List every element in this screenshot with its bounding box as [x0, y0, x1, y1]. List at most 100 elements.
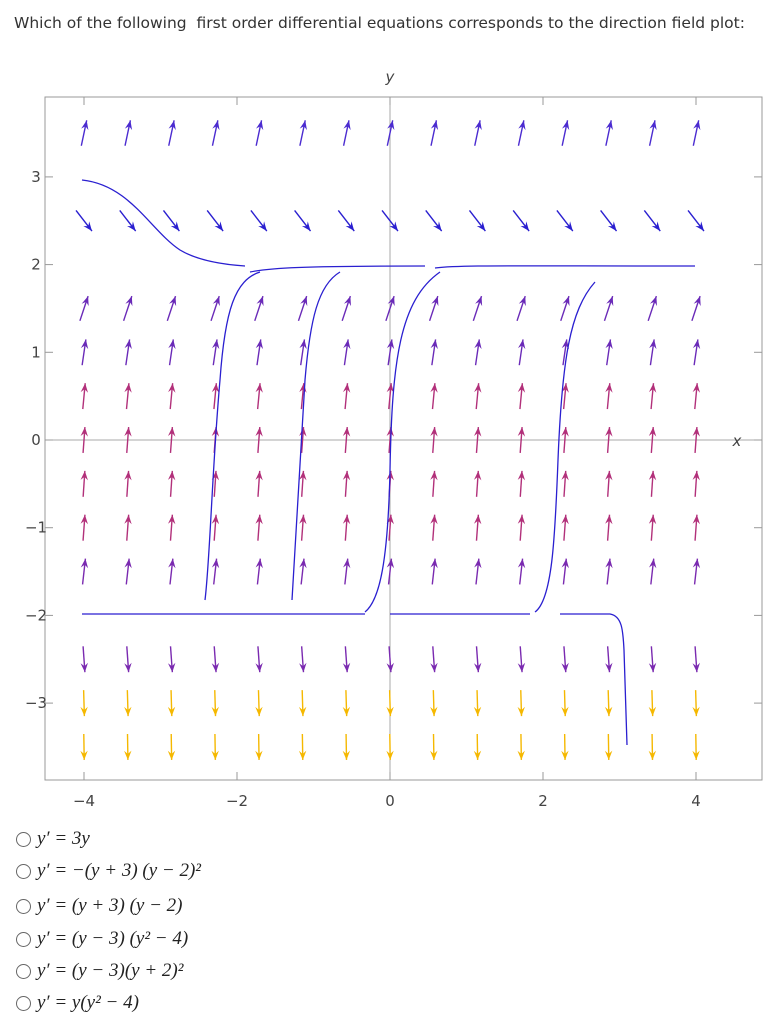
arrow [649, 558, 657, 585]
arrow-head [343, 339, 351, 350]
arrow-head [604, 750, 613, 760]
arrow [692, 339, 701, 366]
arrow [692, 470, 700, 497]
arrow [517, 470, 526, 497]
arrow [604, 733, 613, 760]
arrow [211, 690, 219, 717]
arrow-head [473, 662, 482, 673]
arrow-head [649, 120, 657, 131]
arrow [561, 690, 569, 717]
option[interactable]: y′ = (y − 3) (y² − 4) [16, 928, 188, 950]
arrow-head [124, 383, 132, 393]
arrow-head [649, 339, 657, 350]
arrow-head [80, 662, 88, 673]
radio[interactable] [16, 831, 31, 847]
arrow-head [214, 221, 224, 232]
arrow-head [168, 120, 176, 131]
arrow [342, 514, 351, 541]
arrow [124, 339, 132, 366]
arrow [473, 690, 482, 717]
arrow [80, 558, 89, 585]
arrow-head [648, 662, 657, 673]
arrow-head [255, 427, 263, 437]
option[interactable]: y′ = 3y [16, 828, 90, 850]
radio[interactable] [16, 863, 31, 879]
arrow-head [342, 662, 351, 673]
arrow-head [343, 558, 351, 569]
option[interactable]: y′ = −(y + 3) (y − 2)² [16, 860, 201, 882]
arrow [604, 690, 613, 717]
arrow-head [386, 706, 394, 717]
streamline [204, 271, 261, 601]
arrow [648, 646, 657, 673]
arrow-head [430, 427, 438, 437]
arrow [255, 514, 263, 541]
radio[interactable] [16, 931, 31, 947]
arrow-head [255, 514, 263, 525]
arrow-head [607, 221, 617, 232]
arrow [167, 646, 176, 673]
arrow-head [258, 221, 267, 232]
arrow-head [648, 750, 657, 760]
arrow [692, 120, 701, 146]
arrow-head [649, 558, 657, 569]
option-text: y′ = −(y + 3) (y − 2)² [37, 860, 201, 881]
arrow-head [605, 427, 613, 437]
arrow [255, 383, 263, 410]
arrow-head [80, 514, 88, 525]
arrow-head [648, 706, 657, 717]
arrow-head [167, 706, 176, 717]
arrow-head [212, 339, 220, 350]
arrow-head [255, 558, 263, 569]
arrow-head [298, 706, 307, 717]
arrow [124, 558, 132, 585]
arrow-head [431, 296, 439, 307]
arrow-head [692, 427, 700, 437]
option[interactable]: y′ = (y + 3) (y − 2) [16, 895, 182, 917]
radio[interactable] [16, 898, 31, 914]
arrow [167, 514, 176, 541]
arrow [299, 514, 307, 541]
arrow [124, 383, 132, 410]
option-text: y′ = (y − 3) (y² − 4) [37, 928, 189, 949]
arrow [692, 426, 700, 454]
arrow [386, 690, 394, 717]
arrow-head [124, 120, 133, 131]
arrow [643, 210, 661, 232]
arrow [430, 646, 438, 673]
arrow [430, 558, 438, 585]
option[interactable]: y′ = (y − 3)(y + 2)² [16, 960, 183, 982]
arrow [472, 295, 483, 322]
arrow [343, 339, 351, 366]
arrow-head [474, 120, 482, 131]
arrow-head [167, 427, 176, 437]
arrow [473, 646, 482, 673]
radio[interactable] [16, 963, 31, 979]
arrow [517, 558, 526, 585]
arrow [298, 733, 307, 760]
streamline [291, 271, 341, 601]
arrow [687, 210, 705, 232]
y-tick-label: 3 [31, 168, 41, 186]
arrow-head [473, 706, 482, 717]
option[interactable]: y′ = y(y² − 4) [16, 992, 139, 1014]
arrow-head [474, 383, 482, 393]
arrow [603, 295, 614, 322]
arrow [122, 295, 133, 322]
arrow-head [345, 221, 355, 232]
arrow [386, 339, 395, 366]
arrow [692, 733, 700, 760]
arrow [605, 339, 613, 366]
arrow-head [299, 514, 307, 525]
arrow [168, 339, 176, 366]
radio[interactable] [16, 995, 31, 1011]
arrow [211, 514, 220, 541]
arrow [692, 514, 700, 541]
arrow [691, 295, 701, 322]
arrow-head [343, 120, 351, 131]
arrow-head [387, 120, 395, 131]
arrow-head [255, 470, 263, 481]
arrow-head [430, 514, 438, 525]
arrow-head [605, 662, 613, 673]
arrow-head [299, 120, 307, 131]
